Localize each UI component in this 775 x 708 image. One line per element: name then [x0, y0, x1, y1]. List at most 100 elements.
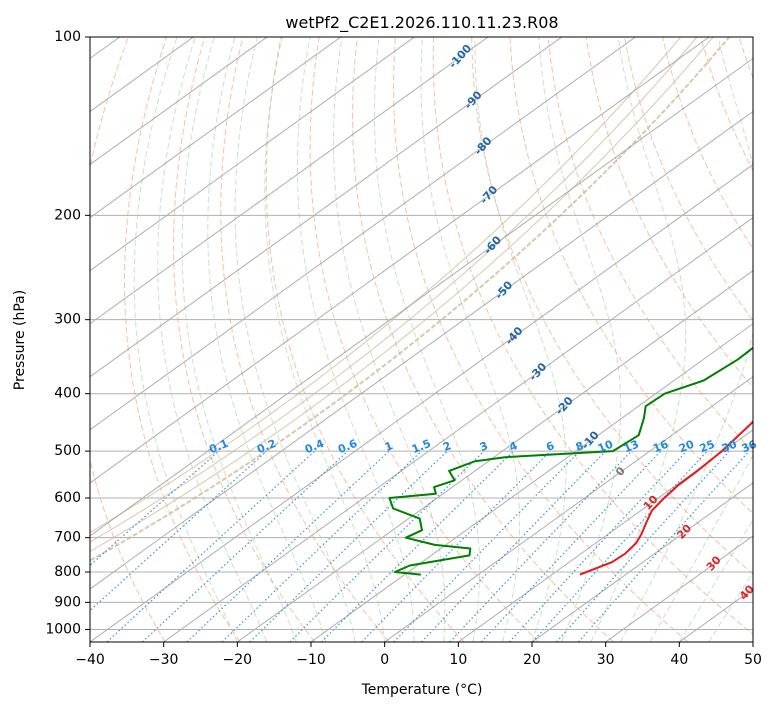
dry-adiabat: [509, 37, 753, 515]
mixing-ratio-label: 1: [383, 439, 395, 454]
y-axis-ticks: 100 200 300 400 500 600 700 800 900 1000: [45, 29, 90, 637]
mixing-ratio-label: 3: [478, 439, 490, 454]
moist-adiabat: [538, 37, 622, 642]
x-tick-label: −40: [75, 652, 105, 668]
y-tick-label: 900: [54, 594, 81, 610]
moist-adiabat: [649, 453, 753, 642]
curved-reference-line: [90, 37, 731, 562]
mixing-ratio-label: 36: [740, 438, 759, 456]
moist-adiabat: [234, 37, 356, 642]
dry-adiabat: [309, 37, 540, 642]
y-tick-label: 800: [54, 564, 81, 580]
isotherm: [90, 57, 753, 537]
background-lines: [90, 37, 753, 642]
y-tick-label: 300: [54, 312, 81, 328]
x-tick-label: 10: [449, 652, 467, 668]
isotherm: [384, 376, 753, 642]
x-tick-label: 40: [670, 652, 688, 668]
x-tick-label: 50: [744, 652, 762, 668]
mixing-ratio-label: 10: [596, 438, 615, 456]
isotherm: [90, 37, 710, 484]
moist-adiabat: [678, 518, 753, 642]
mixing-ratio-label: 13: [622, 438, 641, 456]
moist-adiabat: [207, 37, 327, 642]
dewpoint-profile-line: [388, 346, 753, 576]
plot-frame: [89, 36, 754, 643]
moist-adiabat: [708, 571, 753, 642]
isotherm: [458, 429, 753, 642]
mixing-ratio-line: [421, 450, 607, 642]
x-tick-label: −30: [149, 652, 179, 668]
mixing-ratio-label: 16: [651, 438, 670, 456]
moist-adiabat: [590, 37, 687, 642]
y-tick-label: 500: [54, 443, 81, 459]
mixing-ratio-line: [393, 450, 581, 642]
moist-adiabat: [296, 37, 415, 642]
y-tick-label: 1000: [45, 621, 81, 637]
dry-adiabat: [392, 37, 689, 642]
dry-adiabat: [547, 37, 753, 453]
isotherm: [90, 37, 268, 166]
temperature-profile-line: [579, 420, 753, 576]
curved-reference-line: [90, 37, 682, 534]
x-axis-ticks: −40 −30 −20 −10 0 10 20 30 40 50: [75, 642, 762, 668]
mixing-ratio-label: 30: [720, 438, 739, 456]
isotherm: [237, 270, 753, 642]
pressure-gridlines: [90, 37, 753, 630]
isotherm: [531, 482, 753, 642]
mixing-ratio-label: 8: [574, 439, 586, 454]
profile-series: [388, 346, 753, 576]
y-tick-label: 600: [54, 490, 81, 506]
moist-adiabat: [373, 37, 481, 642]
mixing-ratio-label: 2: [441, 439, 453, 454]
mixing-ratio-line: [361, 450, 551, 642]
dry-adiabat: [123, 37, 241, 642]
dry-adiabat: [352, 37, 614, 642]
x-tick-label: 0: [380, 652, 389, 668]
isotherm: [310, 323, 753, 642]
moist-adiabat: [181, 37, 297, 642]
isotherm: [90, 110, 753, 590]
x-tick-label: 30: [597, 652, 615, 668]
y-tick-label: 100: [54, 29, 81, 45]
dry-adiabat: [471, 37, 753, 575]
y-tick-label: 400: [54, 386, 81, 402]
mixing-ratio-line: [321, 450, 515, 642]
mixing-ratio-line: [532, 450, 708, 642]
dry-adiabat: [623, 37, 753, 322]
dry-adiabat: [585, 37, 753, 389]
moist-adiabat: [333, 37, 446, 642]
isotherm: [90, 163, 753, 642]
isotherm: [90, 37, 342, 219]
mixing-ratio-line: [480, 450, 662, 642]
dry-adiabat: [173, 37, 316, 642]
mixing-ratio-line: [186, 450, 390, 642]
y-tick-label: 700: [54, 530, 81, 546]
mixing-ratio-line: [142, 450, 349, 642]
moist-adiabat: [474, 37, 567, 642]
x-tick-label: 20: [523, 652, 541, 668]
mixing-ratio-line: [449, 450, 632, 642]
y-tick-label: 200: [54, 207, 81, 223]
curved-reference-line: [90, 37, 714, 553]
isotherm: [90, 37, 489, 325]
mixing-ratio-line: [90, 450, 268, 612]
chart-title: wetPf2_C2E1.2026.110.11.23.R08: [285, 13, 558, 33]
moist-adiabat: [157, 37, 268, 642]
isotherm: [90, 37, 563, 378]
isotherm: [163, 216, 753, 642]
mixing-ratio-line: [221, 450, 422, 642]
moist-adiabat: [133, 37, 238, 642]
x-axis-label: Temperature (°C): [361, 682, 483, 698]
isotherm: [90, 37, 636, 431]
mixing-ratio-line: [578, 450, 750, 642]
mixing-ratio-line: [509, 450, 688, 642]
mixing-ratio-line: [556, 450, 730, 642]
x-tick-label: −20: [223, 652, 253, 668]
mixing-ratio-line: [90, 450, 220, 567]
mixing-ratio-label: 20: [677, 438, 696, 456]
isotherm: [90, 37, 415, 272]
isotherm: [605, 535, 753, 642]
